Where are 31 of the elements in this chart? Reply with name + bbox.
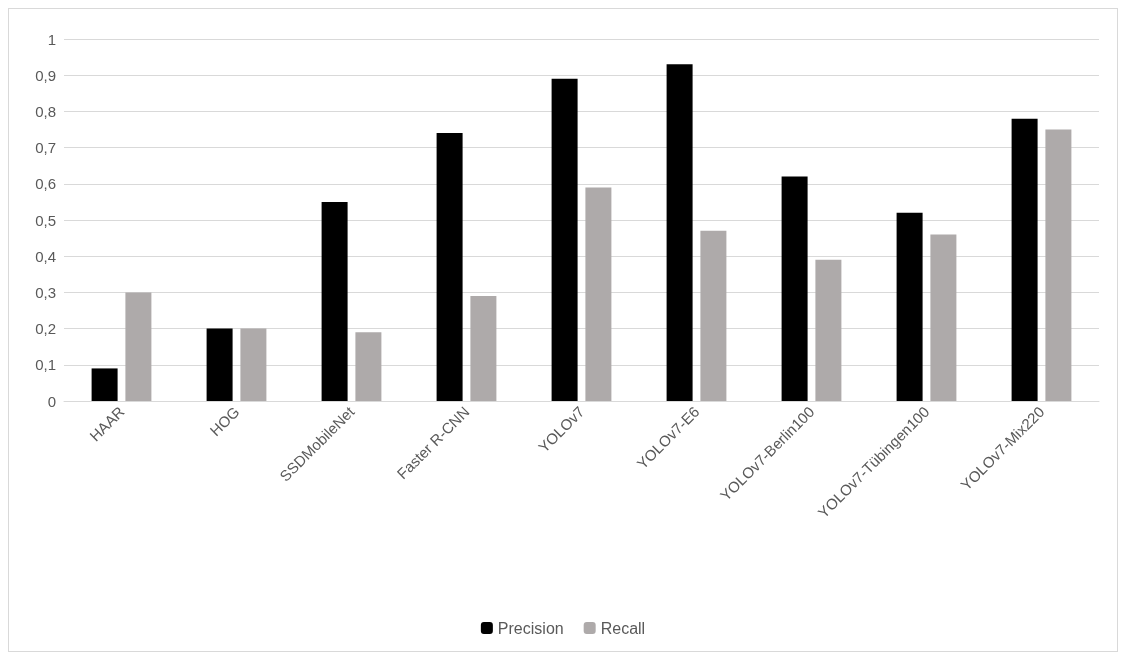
y-tick-label: 0,2 — [35, 320, 56, 338]
y-tick-label: 0,8 — [35, 102, 56, 120]
bar — [436, 133, 463, 401]
bar — [91, 368, 118, 401]
bar — [240, 328, 267, 401]
y-tick-label: 1 — [47, 30, 56, 48]
bar — [206, 328, 233, 401]
y-tick-label: 0,6 — [35, 175, 56, 193]
y-tick-label: 0,3 — [35, 283, 56, 301]
legend-label: Recall — [600, 619, 646, 637]
bar — [700, 230, 727, 401]
bar — [1045, 129, 1072, 401]
bar — [896, 212, 923, 401]
bar — [551, 78, 578, 401]
bar — [781, 176, 808, 401]
y-tick-label: 0,4 — [35, 247, 56, 265]
bar — [930, 234, 957, 401]
bar — [355, 332, 382, 401]
bar — [321, 201, 348, 401]
legend-label: Precision — [497, 619, 564, 637]
y-tick-label: 0,1 — [35, 356, 56, 374]
y-tick-label: 0,5 — [35, 211, 56, 229]
y-tick-label: 0 — [47, 392, 56, 410]
bar — [1011, 118, 1038, 401]
bar — [585, 187, 612, 401]
y-tick-label: 0,7 — [35, 139, 56, 157]
bar — [470, 296, 497, 401]
bar — [815, 259, 842, 401]
y-tick-label: 0,9 — [35, 66, 56, 84]
bar — [666, 64, 693, 401]
bar — [125, 292, 152, 401]
